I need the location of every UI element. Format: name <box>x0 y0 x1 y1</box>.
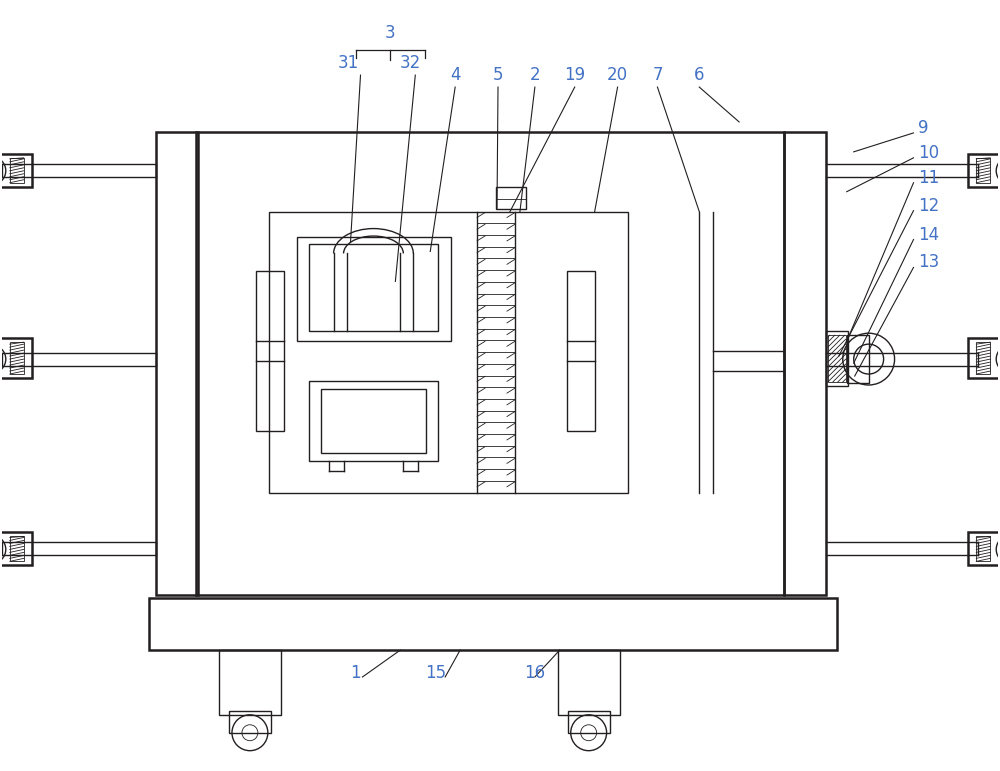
Bar <box>968 154 1000 187</box>
Bar <box>826 332 848 386</box>
Text: 2: 2 <box>530 66 540 84</box>
Bar <box>976 158 990 183</box>
Bar <box>558 650 620 715</box>
Bar <box>976 342 990 374</box>
Text: 11: 11 <box>918 169 940 187</box>
Bar <box>149 598 837 650</box>
Bar <box>0 338 32 378</box>
Bar <box>256 271 284 431</box>
Bar <box>269 211 628 493</box>
Text: 16: 16 <box>524 664 545 682</box>
Bar <box>321 389 426 453</box>
Bar <box>156 132 198 595</box>
Text: 31: 31 <box>338 54 359 72</box>
Bar <box>10 342 24 374</box>
Bar <box>297 237 451 341</box>
Bar <box>968 338 1000 378</box>
Text: 1: 1 <box>350 664 361 682</box>
Text: 10: 10 <box>918 144 940 162</box>
Bar <box>309 381 438 461</box>
Bar <box>567 271 595 431</box>
Bar <box>968 533 1000 565</box>
Text: 3: 3 <box>385 24 396 42</box>
Bar <box>784 132 826 595</box>
Text: 6: 6 <box>694 66 705 84</box>
Text: 15: 15 <box>425 664 446 682</box>
Bar <box>496 187 526 209</box>
Bar <box>828 335 846 382</box>
Bar <box>196 132 784 595</box>
Bar <box>0 533 32 565</box>
Text: 12: 12 <box>918 197 940 214</box>
Bar <box>10 537 24 561</box>
Text: 13: 13 <box>918 254 940 271</box>
Text: 14: 14 <box>918 225 940 244</box>
Text: 7: 7 <box>652 66 663 84</box>
Text: 19: 19 <box>564 66 585 84</box>
Bar <box>847 335 869 383</box>
Text: 32: 32 <box>400 54 421 72</box>
Bar <box>219 650 281 715</box>
Bar <box>309 244 438 332</box>
Text: 9: 9 <box>918 119 929 137</box>
Bar <box>229 711 271 732</box>
Text: 5: 5 <box>493 66 503 84</box>
Bar <box>568 711 610 732</box>
Text: 20: 20 <box>607 66 628 84</box>
Text: 4: 4 <box>450 66 460 84</box>
Bar <box>0 154 32 187</box>
Bar <box>976 537 990 561</box>
Bar <box>10 158 24 183</box>
